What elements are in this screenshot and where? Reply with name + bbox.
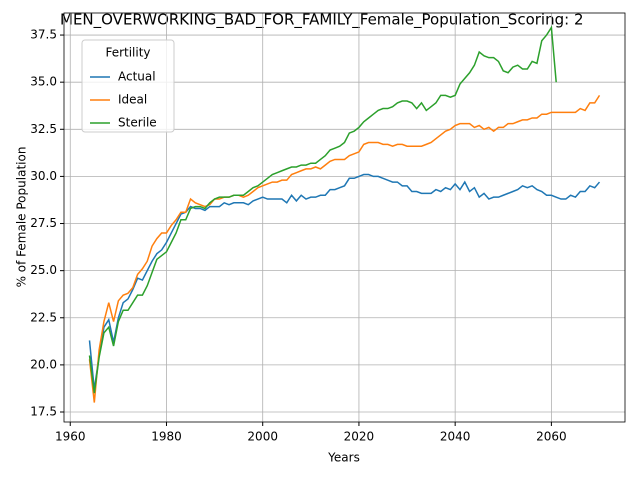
legend-label: Sterile bbox=[118, 116, 157, 130]
y-tick-label: 37.5 bbox=[30, 28, 57, 42]
chart-title: MEN_OVERWORKING_BAD_FOR_FAMILY_Female_Po… bbox=[60, 11, 583, 30]
y-tick-label: 35.0 bbox=[30, 75, 57, 89]
x-tick-label: 2060 bbox=[536, 430, 567, 444]
legend-box bbox=[81, 39, 175, 133]
line-series bbox=[88, 25, 557, 394]
line-series bbox=[88, 94, 601, 403]
y-tick-label: 30.0 bbox=[30, 169, 57, 183]
legend-title: Fertility bbox=[105, 46, 150, 60]
x-tick-label: 2040 bbox=[440, 430, 471, 444]
x-tick-label: 1960 bbox=[55, 430, 86, 444]
y-tick-label: 25.0 bbox=[30, 263, 57, 277]
plot-frame bbox=[63, 12, 626, 423]
y-axis-label: % of Female Population bbox=[15, 147, 29, 288]
y-tick-label: 17.5 bbox=[30, 405, 57, 419]
y-tick-label: 32.5 bbox=[30, 122, 57, 136]
legend-label: Ideal bbox=[118, 93, 147, 107]
y-tick-label: 20.0 bbox=[30, 357, 57, 371]
y-tick-label: 22.5 bbox=[30, 310, 57, 324]
x-tick-label: 2000 bbox=[247, 430, 278, 444]
legend-label: Actual bbox=[118, 70, 156, 84]
x-tick-label: 2020 bbox=[344, 430, 375, 444]
line-series bbox=[88, 173, 601, 390]
y-tick-label: 27.5 bbox=[30, 216, 57, 230]
x-tick-label: 1980 bbox=[151, 430, 182, 444]
x-axis-label: Years bbox=[327, 451, 360, 465]
